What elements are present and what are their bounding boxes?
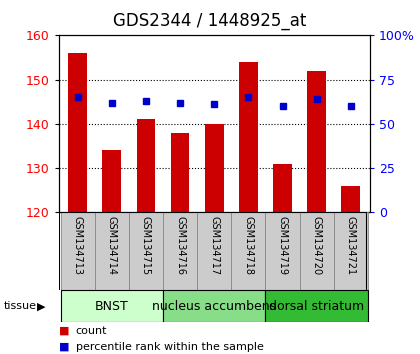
Bar [60, 212, 94, 290]
Bar [273, 164, 292, 212]
Bar [163, 290, 265, 322]
Text: ■: ■ [59, 326, 69, 336]
Bar [334, 212, 368, 290]
Bar [341, 186, 360, 212]
Bar [60, 290, 163, 322]
Text: GSM134720: GSM134720 [312, 216, 322, 275]
Bar [163, 212, 197, 290]
Text: GSM134718: GSM134718 [243, 216, 253, 275]
Text: BNST: BNST [95, 300, 129, 313]
Text: GSM134716: GSM134716 [175, 216, 185, 275]
Bar [68, 53, 87, 212]
Text: GSM134713: GSM134713 [73, 216, 83, 275]
Bar [136, 119, 155, 212]
Bar [239, 62, 258, 212]
Bar [197, 212, 231, 290]
Text: GSM134717: GSM134717 [209, 216, 219, 275]
Text: GSM134714: GSM134714 [107, 216, 117, 275]
Bar [171, 133, 189, 212]
Text: GSM134719: GSM134719 [278, 216, 288, 275]
Bar [299, 212, 334, 290]
Text: percentile rank within the sample: percentile rank within the sample [76, 342, 263, 352]
Text: count: count [76, 326, 107, 336]
Text: dorsal striatum: dorsal striatum [269, 300, 364, 313]
Text: tissue: tissue [4, 301, 37, 311]
Bar [205, 124, 223, 212]
Bar [231, 212, 265, 290]
Text: GSM134721: GSM134721 [346, 216, 356, 275]
Text: GSM134715: GSM134715 [141, 216, 151, 275]
Bar [94, 212, 129, 290]
Bar [265, 212, 299, 290]
Text: ▶: ▶ [37, 301, 45, 311]
Bar [307, 71, 326, 212]
Bar [102, 150, 121, 212]
Text: GDS2344 / 1448925_at: GDS2344 / 1448925_at [113, 12, 307, 30]
Text: nucleus accumbens: nucleus accumbens [152, 300, 276, 313]
Bar [265, 290, 368, 322]
Bar [129, 212, 163, 290]
Text: ■: ■ [59, 342, 69, 352]
